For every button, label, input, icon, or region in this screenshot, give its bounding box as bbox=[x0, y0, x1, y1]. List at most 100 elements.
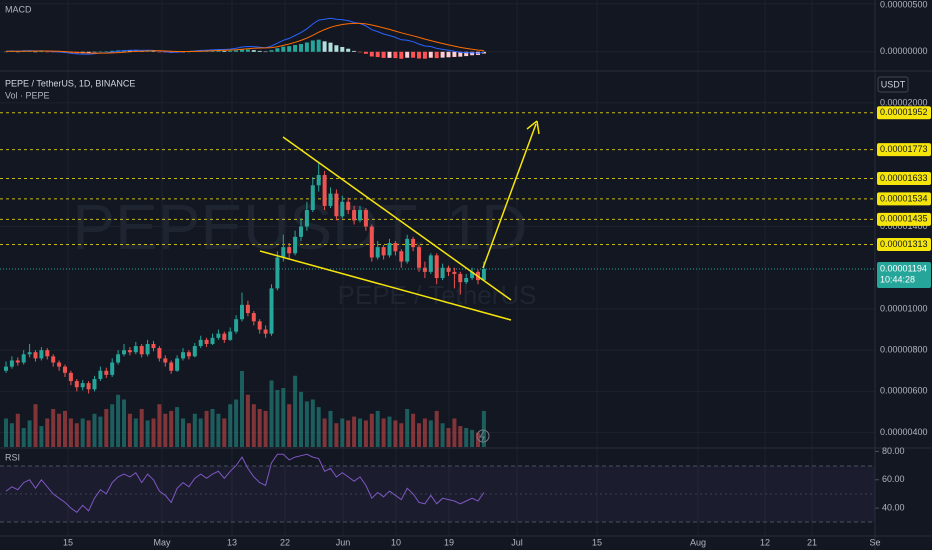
volume-bar bbox=[387, 416, 392, 447]
macd-hist bbox=[275, 48, 280, 52]
candle-body bbox=[145, 343, 150, 355]
candle-body bbox=[39, 350, 44, 359]
volume-bar bbox=[310, 399, 315, 447]
volume-bar bbox=[192, 413, 197, 447]
candle-body bbox=[422, 267, 427, 272]
x-tick-label: 19 bbox=[444, 537, 454, 547]
candle-body bbox=[328, 193, 333, 206]
macd-hist bbox=[387, 51, 392, 58]
candle-body bbox=[393, 243, 398, 252]
candle-body bbox=[74, 381, 79, 388]
macd-hist bbox=[458, 51, 463, 57]
candle-body bbox=[216, 333, 221, 338]
volume-bar bbox=[86, 420, 91, 447]
level-label: 0.00001952 bbox=[880, 107, 928, 117]
macd-hist bbox=[405, 51, 410, 58]
macd-hist bbox=[245, 49, 250, 52]
macd-hist bbox=[157, 51, 162, 53]
macd-hist bbox=[257, 50, 262, 52]
last-price-label: 0.00001194 bbox=[880, 263, 927, 273]
candle-body bbox=[198, 339, 203, 347]
volume-bar bbox=[481, 410, 486, 447]
candle-body bbox=[375, 247, 380, 258]
volume-bar bbox=[257, 409, 262, 447]
volume-bar bbox=[116, 394, 121, 447]
macd-hist bbox=[428, 51, 433, 58]
candle-body bbox=[352, 210, 357, 221]
candle-body bbox=[310, 185, 315, 211]
candle-body bbox=[98, 370, 103, 380]
volume-bar bbox=[346, 420, 351, 447]
macd-hist bbox=[340, 46, 345, 52]
level-label: 0.00001534 bbox=[880, 193, 928, 203]
macd-hist bbox=[369, 51, 374, 57]
macd-hist bbox=[110, 50, 115, 52]
candle-body bbox=[15, 360, 20, 363]
volume-bar bbox=[316, 407, 321, 447]
volume-bar bbox=[181, 418, 185, 447]
macd-hist bbox=[104, 51, 109, 52]
volume-bar bbox=[446, 428, 451, 447]
volume-bar bbox=[464, 428, 469, 447]
candle-body bbox=[33, 352, 38, 359]
macd-line bbox=[5, 17, 484, 55]
candle-body bbox=[316, 175, 321, 186]
volume-bar bbox=[169, 410, 174, 447]
arrow-line bbox=[482, 123, 537, 269]
candle-body bbox=[481, 268, 486, 281]
macd-hist bbox=[304, 42, 309, 52]
y-tick-label: 0.00000500 bbox=[880, 0, 928, 9]
candle-body bbox=[299, 226, 303, 237]
candle-body bbox=[139, 346, 144, 355]
x-tick-label: 15 bbox=[63, 537, 73, 547]
macd-hist bbox=[293, 44, 298, 52]
y-tick-label: 60.00 bbox=[882, 474, 905, 484]
volume-bar bbox=[245, 394, 250, 447]
candle-body bbox=[263, 329, 268, 334]
macd-hist bbox=[440, 51, 445, 58]
currency-button[interactable] bbox=[877, 76, 909, 93]
alert-icon[interactable] bbox=[476, 429, 490, 443]
volume-bar bbox=[352, 416, 357, 447]
macd-hist bbox=[234, 50, 239, 52]
x-tick-label: 13 bbox=[227, 537, 237, 547]
y-tick-label: 0.00000000 bbox=[880, 46, 928, 56]
watermark-sub: PEPE / TetherUS bbox=[338, 280, 537, 310]
candle-body bbox=[334, 193, 339, 217]
volume-bar bbox=[369, 413, 374, 447]
volume-bar bbox=[80, 418, 85, 447]
macd-hist bbox=[127, 50, 132, 52]
candle-body bbox=[45, 350, 50, 357]
volume-bar bbox=[458, 426, 463, 447]
currency-label[interactable]: USDT bbox=[881, 79, 906, 89]
candle-body bbox=[51, 356, 56, 363]
macd-hist bbox=[393, 51, 398, 59]
volume-bar bbox=[293, 375, 298, 447]
level-tag bbox=[877, 106, 931, 120]
macd-hist bbox=[15, 51, 20, 53]
x-tick-label: May bbox=[153, 537, 171, 547]
macd-hist bbox=[411, 51, 416, 58]
macd-hist bbox=[33, 51, 38, 53]
volume-bar bbox=[21, 428, 26, 447]
y-tick-label: 0.00000600 bbox=[880, 386, 928, 396]
volume-bar bbox=[228, 404, 233, 447]
symbol-title: PEPE / TetherUS, 1D, BINANCE bbox=[5, 78, 135, 88]
macd-title: MACD bbox=[5, 4, 32, 14]
macd-hist bbox=[363, 51, 368, 54]
macd-hist bbox=[470, 51, 475, 56]
macd-hist bbox=[251, 50, 256, 52]
level-label: 0.00001773 bbox=[880, 144, 928, 154]
level-label: 0.00001313 bbox=[880, 239, 928, 249]
macd-hist bbox=[381, 51, 386, 58]
macd-hist bbox=[434, 51, 439, 59]
volume-bar bbox=[27, 420, 32, 447]
candle-body bbox=[405, 238, 410, 262]
signal-line bbox=[5, 22, 484, 54]
candle-body bbox=[204, 339, 209, 344]
candle-body bbox=[363, 210, 368, 227]
volume-bar bbox=[74, 423, 79, 447]
volume-bar bbox=[281, 388, 286, 447]
candle-body bbox=[417, 247, 421, 268]
